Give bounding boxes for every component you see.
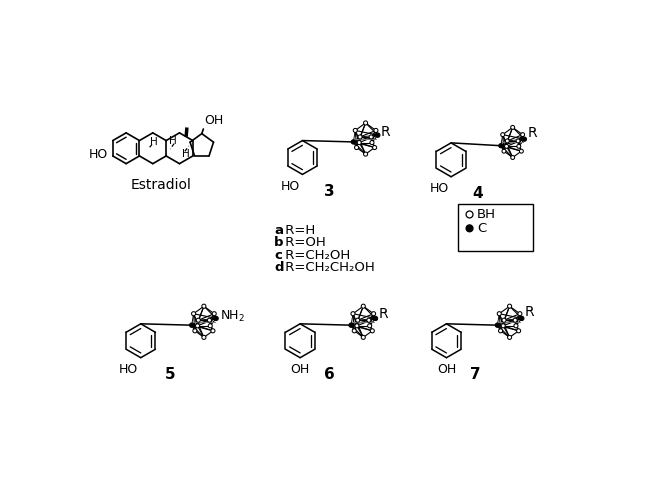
Circle shape: [497, 311, 501, 316]
Circle shape: [516, 139, 520, 143]
Circle shape: [202, 304, 206, 308]
Text: OH: OH: [204, 114, 223, 128]
Circle shape: [517, 329, 521, 333]
Circle shape: [352, 140, 355, 144]
Circle shape: [501, 324, 505, 328]
Circle shape: [357, 141, 361, 145]
Circle shape: [202, 335, 206, 339]
Text: HO: HO: [89, 148, 108, 161]
Text: BH: BH: [477, 208, 496, 221]
Circle shape: [502, 149, 506, 153]
Circle shape: [367, 318, 371, 322]
Text: H: H: [150, 137, 158, 147]
Circle shape: [363, 121, 368, 125]
Circle shape: [519, 149, 523, 153]
Circle shape: [374, 129, 378, 133]
Text: HO: HO: [119, 363, 139, 376]
Text: a: a: [274, 224, 283, 237]
Text: 5: 5: [165, 367, 175, 382]
Circle shape: [368, 324, 372, 328]
Text: c: c: [274, 249, 282, 262]
Text: HO: HO: [430, 182, 449, 195]
Text: H: H: [169, 136, 177, 146]
Circle shape: [353, 129, 357, 133]
Text: R: R: [527, 126, 537, 140]
Circle shape: [358, 135, 362, 139]
Circle shape: [211, 329, 215, 333]
Circle shape: [501, 133, 505, 137]
Circle shape: [355, 324, 359, 328]
Circle shape: [508, 304, 512, 308]
Text: R=OH: R=OH: [281, 236, 326, 249]
Text: H: H: [182, 149, 189, 159]
Text: R: R: [525, 305, 534, 319]
Text: OH: OH: [290, 363, 310, 376]
Circle shape: [214, 316, 218, 321]
Circle shape: [361, 335, 365, 339]
Circle shape: [189, 323, 194, 327]
Circle shape: [505, 144, 508, 148]
Circle shape: [514, 324, 518, 328]
Circle shape: [508, 335, 512, 339]
Circle shape: [502, 318, 506, 322]
Circle shape: [208, 324, 212, 328]
Text: 3: 3: [324, 184, 335, 199]
Circle shape: [212, 311, 216, 316]
Text: d: d: [274, 261, 283, 274]
Text: R: R: [379, 307, 388, 321]
Circle shape: [355, 146, 359, 150]
Circle shape: [197, 318, 201, 322]
Circle shape: [370, 141, 374, 145]
Circle shape: [510, 125, 515, 130]
Circle shape: [517, 144, 521, 148]
Text: OH: OH: [437, 363, 456, 376]
Text: NH$_2$: NH$_2$: [220, 309, 245, 325]
Circle shape: [499, 144, 503, 148]
Circle shape: [355, 318, 360, 322]
Circle shape: [466, 225, 473, 232]
Text: 6: 6: [324, 367, 335, 382]
Circle shape: [208, 318, 212, 322]
Text: R=CH₂OH: R=CH₂OH: [281, 249, 350, 262]
Text: HO: HO: [281, 180, 300, 193]
Circle shape: [518, 311, 522, 316]
Circle shape: [466, 211, 473, 218]
Circle shape: [505, 139, 509, 143]
Circle shape: [361, 304, 365, 308]
Circle shape: [519, 316, 524, 321]
Text: R=H: R=H: [281, 224, 315, 237]
Text: R=CH₂CH₂OH: R=CH₂CH₂OH: [281, 261, 374, 274]
Circle shape: [351, 311, 355, 316]
Circle shape: [363, 152, 368, 156]
Circle shape: [522, 137, 527, 141]
Circle shape: [372, 311, 376, 316]
Text: Estradiol: Estradiol: [130, 178, 191, 192]
FancyBboxPatch shape: [458, 205, 533, 250]
Circle shape: [510, 156, 515, 159]
Circle shape: [349, 323, 353, 327]
Text: C: C: [477, 222, 486, 235]
Circle shape: [195, 324, 200, 328]
Text: R: R: [381, 125, 391, 139]
Circle shape: [191, 311, 195, 316]
Circle shape: [495, 323, 499, 327]
Circle shape: [521, 133, 525, 137]
Text: 4: 4: [473, 186, 483, 201]
Circle shape: [376, 133, 380, 137]
Text: 7: 7: [471, 367, 481, 382]
Circle shape: [513, 318, 517, 322]
Circle shape: [369, 135, 373, 139]
Circle shape: [372, 146, 377, 150]
Text: b: b: [274, 236, 283, 249]
Circle shape: [352, 329, 356, 333]
Circle shape: [499, 329, 503, 333]
Circle shape: [193, 329, 197, 333]
Circle shape: [373, 316, 378, 321]
Circle shape: [370, 329, 374, 333]
